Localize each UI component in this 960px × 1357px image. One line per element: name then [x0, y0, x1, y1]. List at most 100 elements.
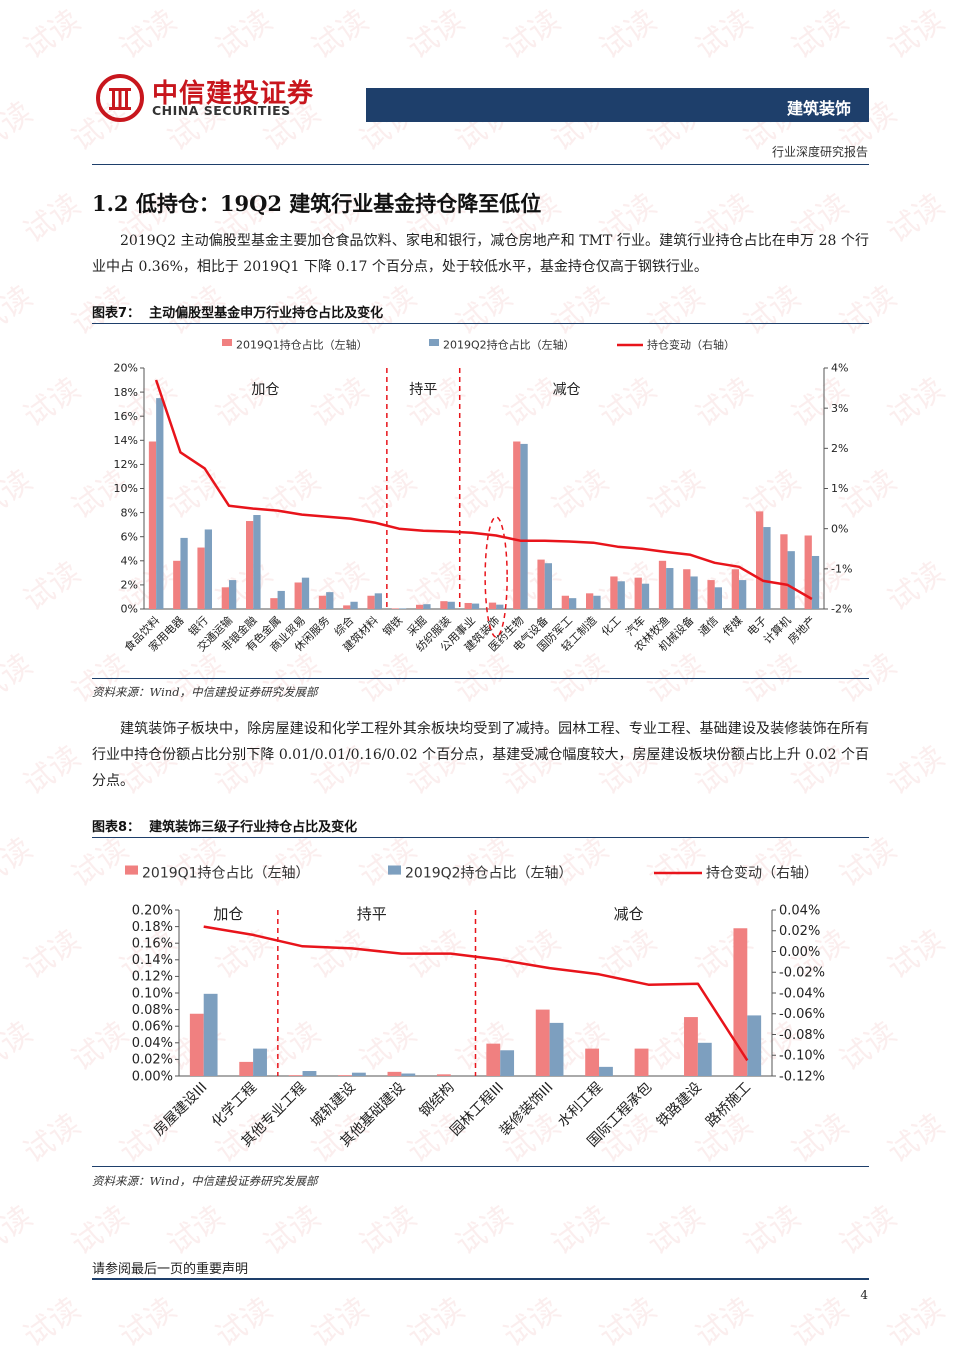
bar-q1-1 [239, 1061, 254, 1076]
y-right-tick-label: -0.02% [779, 966, 825, 981]
figure-7-top-rule [92, 323, 869, 324]
bar-q1-17 [561, 595, 569, 609]
bar-q2-2 [204, 529, 212, 609]
watermark-text: 试读 [17, 187, 87, 251]
bar-q2-8 [599, 1066, 613, 1076]
category-label: 钢结构 [417, 1080, 458, 1121]
section-title: 1.2 低持仓：19Q2 建筑行业基金持仓降至低位 [92, 191, 542, 216]
bar-q2-4 [253, 515, 261, 609]
watermark-text: 试读 [881, 1107, 951, 1171]
y-left-tick-label: 18% [114, 386, 138, 399]
y-right-tick-label: 0.04% [779, 903, 820, 918]
category-label: 水利工程 [555, 1080, 606, 1131]
watermark-text: 试读 [0, 831, 39, 895]
watermark-text: 试读 [257, 1199, 327, 1263]
header-bar: 建筑装饰 [366, 88, 869, 122]
watermark-text: 试读 [593, 3, 663, 67]
legend-swatch-q1 [125, 865, 138, 875]
bar-q1-2 [197, 547, 205, 609]
bar-q2-8 [350, 601, 358, 609]
watermark-text: 试读 [65, 1199, 135, 1263]
category-label: 传媒 [720, 614, 745, 639]
legend-swatch-q1 [222, 339, 232, 346]
y-left-tick-label: 0% [121, 603, 138, 616]
y-left-tick-label: 0.10% [132, 986, 173, 1001]
bar-q1-9 [634, 1048, 649, 1076]
legend-swatch-q2 [429, 339, 439, 346]
y-left-tick-label: 14% [114, 434, 138, 447]
category-label: 钢铁 [380, 614, 405, 639]
figure-8-title: 图表8： 建筑装饰三级子行业持仓占比及变化 [92, 816, 357, 835]
watermark-text: 试读 [209, 3, 279, 67]
watermark-text: 试读 [161, 1199, 231, 1263]
bar-q1-6 [294, 582, 302, 609]
bar-q1-8 [343, 605, 351, 609]
bar-q1-11 [416, 604, 424, 609]
bar-q1-6 [486, 1043, 501, 1076]
figure-8-source: 资料来源：Wind，中信建投证券研究发展部 [92, 1174, 318, 1188]
legend-label-q1: 2019Q1持仓占比（左轴） [236, 338, 368, 352]
category-label: 铁路建设 [654, 1080, 705, 1131]
category-label: 房地产 [785, 613, 818, 646]
bar-q1-9 [367, 595, 375, 609]
bar-q2-6 [301, 577, 310, 609]
bar-q1-24 [731, 569, 739, 609]
watermark-text: 试读 [113, 3, 183, 67]
bar-q2-22 [690, 576, 698, 609]
watermark-text: 试读 [209, 1291, 279, 1355]
bar-q2-7 [326, 592, 334, 609]
bar-q2-0 [156, 398, 164, 609]
bar-q2-18 [593, 595, 601, 609]
footer-disclaimer: 请参阅最后一页的重要声明 [92, 1262, 249, 1277]
watermark-text: 试读 [17, 3, 87, 67]
y-left-tick-label: 4% [121, 554, 138, 567]
bar-q2-19 [617, 581, 625, 609]
bar-q1-0 [148, 441, 157, 609]
watermark-text: 试读 [0, 1015, 39, 1079]
watermark-text: 试读 [689, 3, 759, 67]
y-right-tick-label: -0.12% [779, 1069, 825, 1084]
y-left-tick-label: 12% [114, 458, 138, 471]
brand-name-cn: 中信建投证券 [152, 79, 315, 109]
bar-q2-27 [811, 555, 820, 609]
watermark-text: 试读 [0, 95, 39, 159]
watermark-text: 试读 [881, 3, 951, 67]
figure-7-bottom-rule [92, 678, 869, 679]
y-left-tick-label: 2% [121, 579, 138, 592]
legend-label-change: 持仓变动（右轴） [647, 338, 735, 352]
y-left-tick-label: 20% [114, 362, 138, 375]
zone-label-1: 持平 [357, 905, 387, 923]
watermark-text: 试读 [881, 739, 951, 803]
chart-industry-holdings: 2019Q1持仓占比（左轴） 2019Q2持仓占比（左轴） 持仓变动（右轴） 0% 2%… [114, 338, 853, 655]
bar-q2-25 [763, 527, 771, 609]
y-right-tick-label: -0.10% [779, 1049, 825, 1064]
zone-label-2: 减仓 [553, 382, 581, 398]
bar-q2-3 [351, 1072, 366, 1076]
bar-q2-13 [471, 603, 480, 609]
bar-q2-23 [714, 587, 722, 609]
bar-q1-1 [173, 560, 181, 609]
figure-7-title: 图表7： 主动偏股型基金申万行业持仓占比及变化 [92, 302, 383, 321]
bar-q1-2 [288, 1075, 303, 1076]
bar-q1-13 [464, 602, 472, 609]
figure-7-label: 图表7： [92, 306, 141, 321]
watermark-text: 试读 [0, 647, 39, 711]
watermark-text: 试读 [305, 3, 375, 67]
bar-q1-7 [535, 1009, 550, 1076]
header-divider [92, 164, 869, 165]
bar-q1-10 [391, 608, 399, 609]
y-right-tick-label: -1% [831, 563, 852, 576]
watermark-text: 试读 [353, 1199, 423, 1263]
watermark-text: 试读 [17, 371, 87, 435]
bar-q2-24 [739, 580, 747, 609]
bar-q1-26 [780, 534, 788, 609]
bar-q2-7 [549, 1022, 564, 1076]
bar-q2-4 [401, 1073, 416, 1076]
bar-q1-25 [756, 511, 764, 609]
watermark-text: 试读 [641, 1199, 711, 1263]
zone-label-1: 持平 [409, 382, 437, 398]
paragraph-1: 2019Q2 主动偏股型基金主要加仓食品饮料、家电和银行，减仓房地产和 TMT … [92, 233, 869, 275]
watermark-text: 试读 [881, 555, 951, 619]
watermark-text: 试读 [0, 1199, 39, 1263]
chart-subsector-holdings: 2019Q1持仓占比（左轴） 2019Q2持仓占比（左轴） 持仓变动（右轴） 0.00… [125, 865, 825, 1150]
